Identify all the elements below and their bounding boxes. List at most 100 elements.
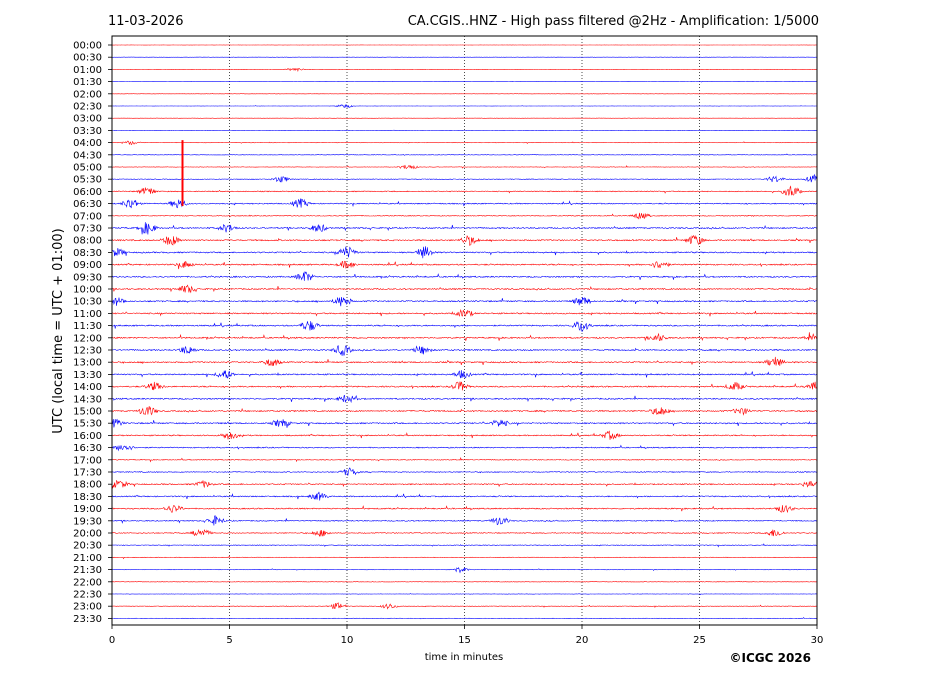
y-tick-label: 22:00 [73, 577, 102, 588]
chart-date: 11-03-2026 [108, 14, 184, 29]
y-tick-label: 20:00 [73, 529, 102, 540]
trace-08-00 [111, 235, 818, 246]
trace-15-30 [111, 418, 818, 428]
y-tick-label: 11:30 [73, 321, 102, 332]
y-tick-label: 23:30 [73, 614, 102, 625]
trace-18-30 [111, 491, 818, 501]
y-tick-label: 20:30 [73, 541, 102, 552]
trace-20-00 [111, 529, 818, 537]
trace-13-30 [111, 370, 818, 379]
y-tick-label: 18:30 [73, 492, 102, 503]
trace-18-00 [111, 479, 818, 489]
trace-01-30 [111, 80, 818, 83]
vertical-grid [229, 36, 700, 625]
trace-14-30 [111, 394, 818, 404]
y-tick-label: 21:00 [73, 553, 102, 564]
y-tick-label: 14:30 [73, 394, 102, 405]
y-tick-label: 19:00 [73, 504, 102, 515]
y-tick-label: 16:30 [73, 443, 102, 454]
y-tick-label: 09:00 [73, 260, 102, 271]
y-tick-label: 04:30 [73, 150, 102, 161]
y-tick-label: 10:30 [73, 297, 102, 308]
y-tick-label: 00:00 [73, 41, 102, 52]
trace-08-30 [111, 246, 818, 259]
y-tick-label: 10:00 [73, 285, 102, 296]
y-tick-label: 01:30 [73, 77, 102, 88]
y-tick-label: 13:30 [73, 370, 102, 381]
trace-17-00 [112, 457, 818, 463]
y-tick-label: 03:30 [73, 126, 102, 137]
y-tick-label: 21:30 [73, 565, 102, 576]
y-tick-label: 02:00 [73, 89, 102, 100]
trace-21-30 [111, 567, 818, 574]
trace-04-30 [111, 153, 818, 156]
x-tick-label: 25 [693, 635, 706, 646]
trace-19-30 [111, 515, 818, 526]
y-tick-label: 22:30 [73, 590, 102, 601]
trace-05-30 [111, 173, 818, 183]
x-tick-label: 15 [458, 635, 471, 646]
y-tick-label: 13:00 [73, 358, 102, 369]
y-tick-label: 05:00 [73, 163, 102, 174]
trace-20-30 [111, 543, 818, 548]
y-tick-label: 02:30 [73, 102, 102, 113]
y-tick-label: 00:30 [73, 53, 102, 64]
y-tick-label: 01:00 [73, 65, 102, 76]
trace-22-30 [111, 593, 818, 596]
y-tick-label: 08:00 [73, 236, 102, 247]
y-tick-label: 11:00 [73, 309, 102, 320]
y-tick-label: 14:00 [73, 382, 102, 393]
y-tick-label: 23:00 [73, 602, 102, 613]
x-tick-label: 20 [576, 635, 589, 646]
x-axis-label: time in minutes [425, 652, 504, 663]
y-tick-label: 17:30 [73, 468, 102, 479]
y-tick-label: 07:00 [73, 211, 102, 222]
trace-14-00 [111, 381, 818, 391]
y-tick-label: 06:30 [73, 199, 102, 210]
chart-title: CA.CGIS..HNZ - High pass filtered @2Hz -… [408, 14, 819, 29]
trace-12-30 [111, 345, 818, 357]
y-tick-label: 17:00 [73, 455, 102, 466]
trace-22-00 [111, 580, 818, 583]
y-tick-label: 12:30 [73, 346, 102, 357]
y-tick-label: 18:00 [73, 480, 102, 491]
plot-frame [111, 35, 818, 626]
trace-05-00 [111, 164, 818, 170]
y-tick-label: 15:30 [73, 419, 102, 430]
y-axis-label: UTC (local time = UTC + 01:00) [51, 228, 66, 433]
x-tick-label: 5 [226, 635, 232, 646]
trace-17-30 [111, 467, 818, 476]
trace-02-00 [111, 93, 818, 95]
trace-group [111, 44, 818, 620]
trace-16-00 [111, 430, 818, 440]
y-tick-label: 03:00 [73, 114, 102, 125]
copyright-text: ©ICGC 2026 [729, 651, 811, 665]
trace-10-30 [111, 296, 818, 307]
y-tick-label: 09:30 [73, 272, 102, 283]
trace-06-00 [111, 185, 818, 196]
trace-07-00 [111, 212, 818, 220]
y-tick-label: 15:00 [73, 407, 102, 418]
trace-04-00 [111, 140, 817, 146]
y-tick-label: 07:30 [73, 224, 102, 235]
trace-07-30 [111, 222, 818, 235]
x-tick-label: 0 [109, 635, 115, 646]
y-tick-label: 12:00 [73, 333, 102, 344]
trace-09-00 [111, 260, 818, 270]
trace-11-30 [111, 321, 818, 332]
x-tick-label: 30 [811, 635, 824, 646]
trace-10-00 [111, 284, 818, 294]
y-tick-label: 06:00 [73, 187, 102, 198]
trace-06-30 [111, 198, 818, 209]
trace-11-00 [111, 309, 818, 317]
trace-09-30 [111, 271, 818, 281]
y-tick-label: 16:00 [73, 431, 102, 442]
y-tick-label: 05:30 [73, 175, 102, 186]
trace-16-30 [112, 444, 818, 452]
x-tick-label: 10 [341, 635, 354, 646]
y-tick-label: 04:00 [73, 138, 102, 149]
trace-01-00 [111, 67, 817, 72]
y-tick-label: 08:30 [73, 248, 102, 259]
